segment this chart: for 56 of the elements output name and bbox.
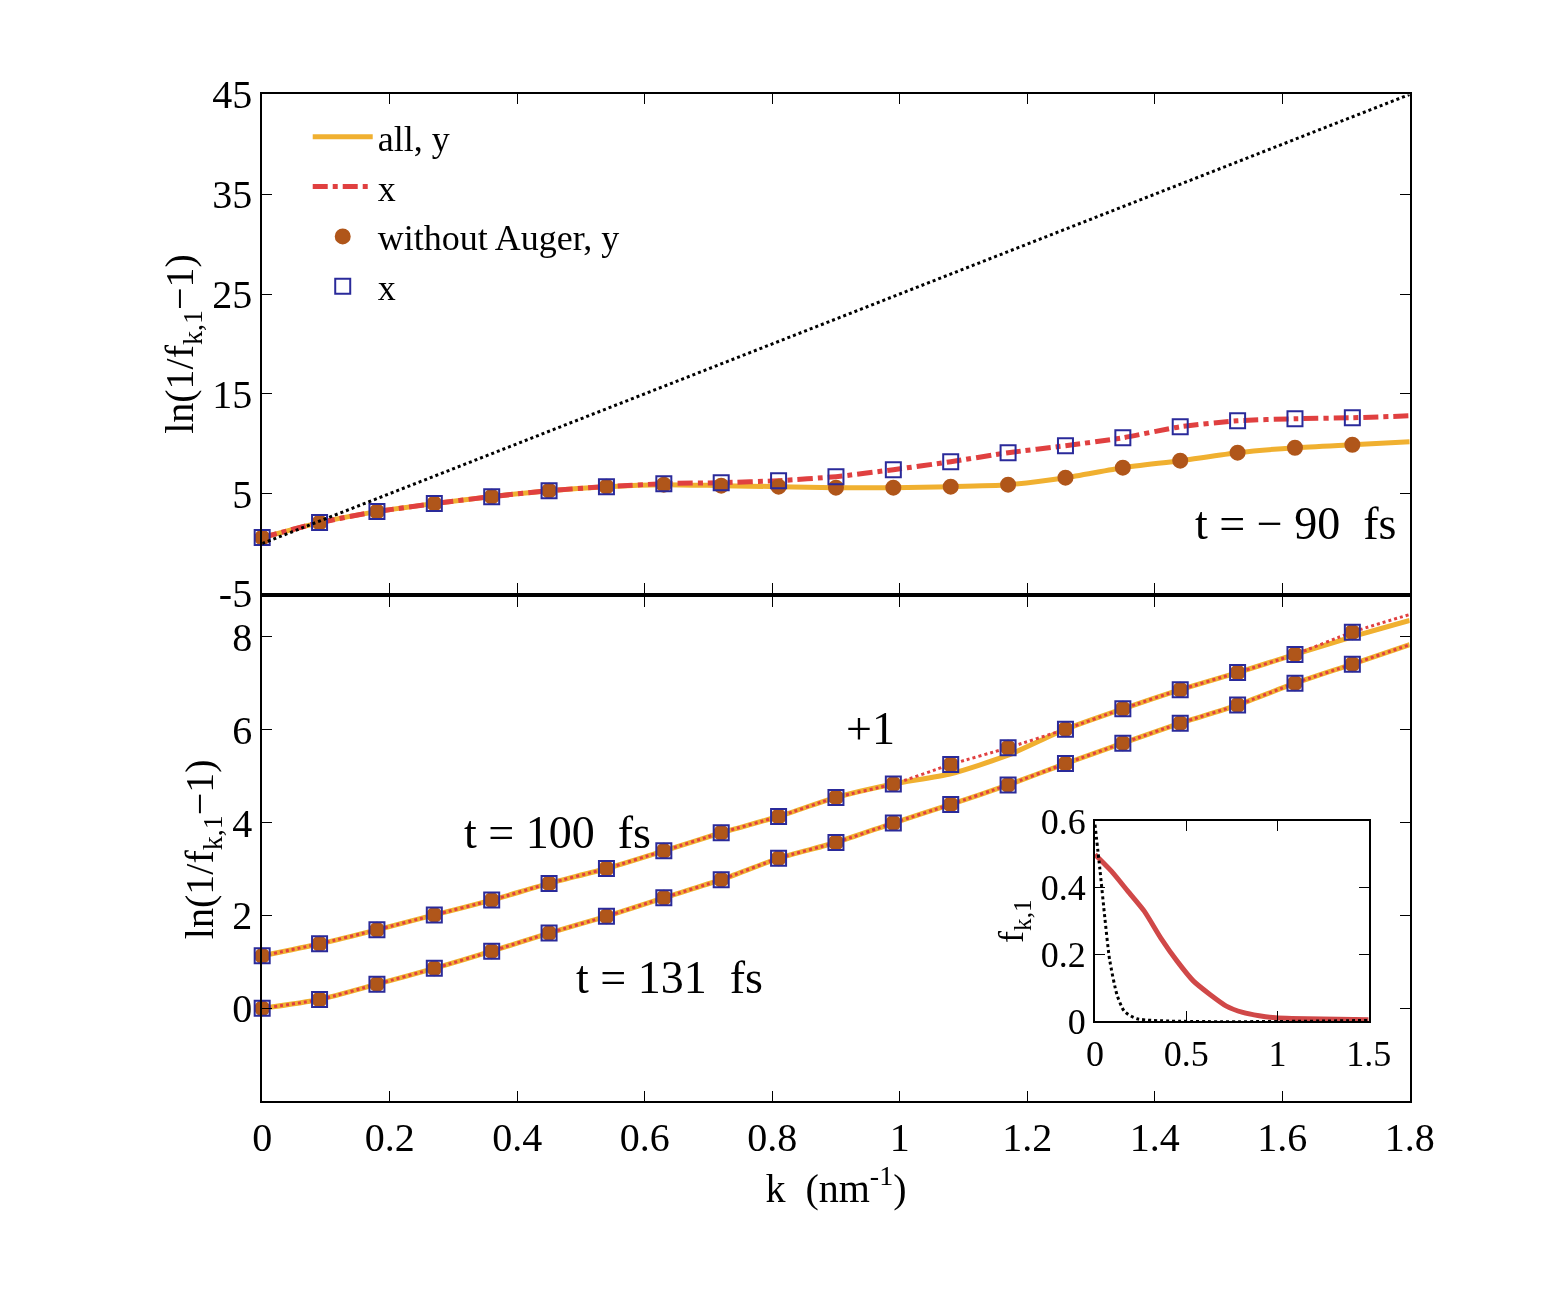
x-tick-label: 0.6 xyxy=(619,1115,670,1161)
x-tick-label: 1 xyxy=(1268,1034,1287,1075)
x-tick-label: 1.2 xyxy=(1002,1115,1053,1161)
x-tick-label: 0.2 xyxy=(364,1115,415,1161)
annotation: t = − 90 fs xyxy=(1195,498,1397,549)
y-tick-label: 45 xyxy=(212,72,253,118)
point xyxy=(827,468,845,486)
x-tick-label: 1 xyxy=(889,1115,910,1161)
x-tick-label: 1.6 xyxy=(1257,1115,1308,1161)
y-tick-label: -5 xyxy=(218,571,253,617)
y-tick-label: 8 xyxy=(232,614,253,660)
legend-label: x xyxy=(377,168,396,209)
point xyxy=(1286,410,1304,428)
point xyxy=(884,461,902,479)
point xyxy=(1057,469,1074,486)
legend-label: all, y xyxy=(377,118,450,159)
x-tick-label: 0.4 xyxy=(492,1115,543,1161)
y-tick-label: 25 xyxy=(212,272,253,318)
x-axis-title: k (nm$^{-1}$) xyxy=(765,1160,907,1212)
x-tick-label: 0.5 xyxy=(1163,1034,1209,1075)
y-tick-label: 6 xyxy=(232,707,253,753)
y-tick-label: 0 xyxy=(232,986,253,1032)
point xyxy=(1171,418,1189,436)
y-tick-label: 2 xyxy=(232,893,253,939)
y-tick-label: 0.6 xyxy=(1040,801,1086,842)
annotation: +1 xyxy=(846,703,895,754)
y-tick-label: 0 xyxy=(1067,1001,1086,1042)
point xyxy=(1229,444,1246,461)
point xyxy=(1344,436,1361,453)
point xyxy=(1114,459,1131,476)
x-tick-label: 1.5 xyxy=(1346,1034,1392,1075)
y-tick-label: 15 xyxy=(212,371,253,417)
annotation: t = 100 fs xyxy=(464,807,651,858)
y-tick-label: 35 xyxy=(212,172,253,218)
y-tick-label: 0.2 xyxy=(1040,935,1086,976)
point xyxy=(1229,412,1247,430)
legend-label: without Auger, y xyxy=(377,218,620,259)
point xyxy=(1172,452,1189,469)
point xyxy=(1114,429,1132,447)
point xyxy=(770,472,788,490)
point xyxy=(1056,437,1074,455)
point xyxy=(999,444,1017,462)
x-tick-label: 1.4 xyxy=(1129,1115,1180,1161)
y-tick-label: 4 xyxy=(232,800,253,846)
point xyxy=(885,479,902,496)
y-tick-label: 0.4 xyxy=(1040,868,1086,909)
annotation: t = 131 fs xyxy=(576,952,763,1003)
point xyxy=(942,453,960,471)
point xyxy=(1000,476,1017,493)
x-tick-label: 0.8 xyxy=(747,1115,798,1161)
point xyxy=(1286,439,1303,456)
legend-label: x xyxy=(377,268,396,309)
point xyxy=(942,478,959,495)
x-tick-label: 1.8 xyxy=(1384,1115,1435,1161)
y-tick-label: 5 xyxy=(232,471,253,517)
point xyxy=(1343,409,1361,427)
